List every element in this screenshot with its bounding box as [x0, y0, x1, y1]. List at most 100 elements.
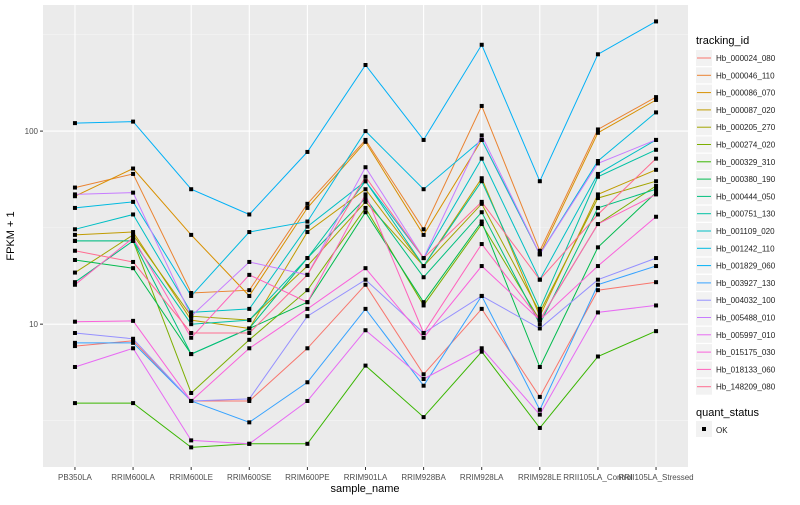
data-point	[479, 242, 484, 247]
data-point	[305, 441, 310, 446]
data-point	[189, 232, 194, 237]
data-point	[189, 352, 194, 357]
data-point	[595, 159, 600, 164]
data-point	[595, 130, 600, 135]
data-point	[363, 129, 368, 134]
legend-label: Hb_001109_020	[716, 227, 775, 236]
data-point	[72, 185, 77, 190]
data-point	[479, 346, 484, 351]
data-point	[654, 137, 659, 142]
x-axis-title: sample_name	[330, 483, 399, 495]
legend-label: Hb_000046_110	[716, 71, 775, 80]
data-point	[131, 340, 136, 345]
data-point	[654, 183, 659, 188]
data-point	[72, 340, 77, 345]
data-point	[479, 306, 484, 311]
y-axis-title: FPKM + 1	[5, 211, 17, 260]
legend-label: Hb_000751_130	[716, 210, 776, 219]
data-point	[131, 338, 136, 343]
data-point	[247, 318, 252, 323]
data-point	[72, 282, 77, 287]
x-tick-label: RRIM600LA	[111, 473, 155, 482]
data-point	[72, 257, 77, 262]
data-point	[363, 328, 368, 333]
data-point	[247, 337, 252, 342]
data-point	[305, 346, 310, 351]
data-points	[72, 19, 659, 450]
data-point	[305, 205, 310, 210]
x-tick-label: RRIM928LE	[518, 473, 562, 482]
x-tick-label: PB350LA	[58, 473, 92, 482]
x-tick-label: RRIM928LA	[460, 473, 504, 482]
square-point-icon	[702, 427, 706, 431]
data-point	[363, 174, 368, 179]
data-point	[305, 201, 310, 206]
data-point	[537, 277, 542, 282]
data-point	[654, 167, 659, 172]
data-point	[131, 166, 136, 171]
data-point	[537, 179, 542, 184]
data-point	[72, 248, 77, 253]
data-point	[72, 232, 77, 237]
data-point	[479, 349, 484, 354]
data-point	[131, 238, 136, 243]
data-point	[305, 288, 310, 293]
data-point	[421, 227, 426, 232]
data-point	[363, 196, 368, 201]
data-point	[131, 346, 136, 351]
data-point	[131, 235, 136, 240]
data-point	[421, 330, 426, 335]
data-point	[247, 272, 252, 277]
data-point	[305, 306, 310, 311]
data-point	[421, 376, 426, 381]
x-tick-label: RRIM600PE	[285, 473, 329, 482]
y-axis: 10 100	[25, 127, 43, 329]
data-point	[363, 199, 368, 204]
y-tick-label: 100	[25, 127, 39, 136]
data-point	[72, 364, 77, 369]
data-point	[131, 171, 136, 176]
data-point	[654, 280, 659, 285]
data-point	[654, 214, 659, 219]
data-point	[654, 19, 659, 24]
legend-label: Hb_000444_050	[716, 192, 776, 201]
data-point	[479, 176, 484, 181]
data-point	[595, 277, 600, 282]
data-point	[479, 264, 484, 269]
data-point	[654, 95, 659, 100]
data-point	[72, 344, 77, 349]
data-point	[363, 306, 368, 311]
data-point	[479, 179, 484, 184]
data-point	[247, 398, 252, 403]
gridlines	[43, 5, 688, 467]
data-point	[305, 398, 310, 403]
legend-label: Hb_003927_130	[716, 279, 776, 288]
data-point	[421, 300, 426, 305]
legend-label: Hb_000024_080	[716, 54, 776, 63]
data-point	[189, 293, 194, 298]
data-point	[189, 438, 194, 443]
data-point	[537, 306, 542, 311]
data-point	[72, 270, 77, 275]
y-tick-label: 10	[29, 320, 38, 329]
data-point	[479, 137, 484, 142]
data-point	[654, 110, 659, 115]
data-point	[72, 192, 77, 197]
data-point	[421, 187, 426, 192]
data-point	[421, 256, 426, 261]
data-point	[537, 364, 542, 369]
data-point	[363, 192, 368, 197]
data-point	[305, 380, 310, 385]
data-point	[305, 256, 310, 261]
data-point	[189, 335, 194, 340]
x-tick-label: RRIM901LA	[344, 473, 388, 482]
data-point	[247, 420, 252, 425]
data-point	[363, 179, 368, 184]
data-point	[595, 171, 600, 176]
legend-label: Hb_004032_100	[716, 296, 776, 305]
data-point	[595, 288, 600, 293]
data-point	[72, 205, 77, 210]
legend-title-tracking-id: tracking_id	[696, 35, 749, 47]
data-point	[595, 174, 600, 179]
data-point	[305, 219, 310, 224]
